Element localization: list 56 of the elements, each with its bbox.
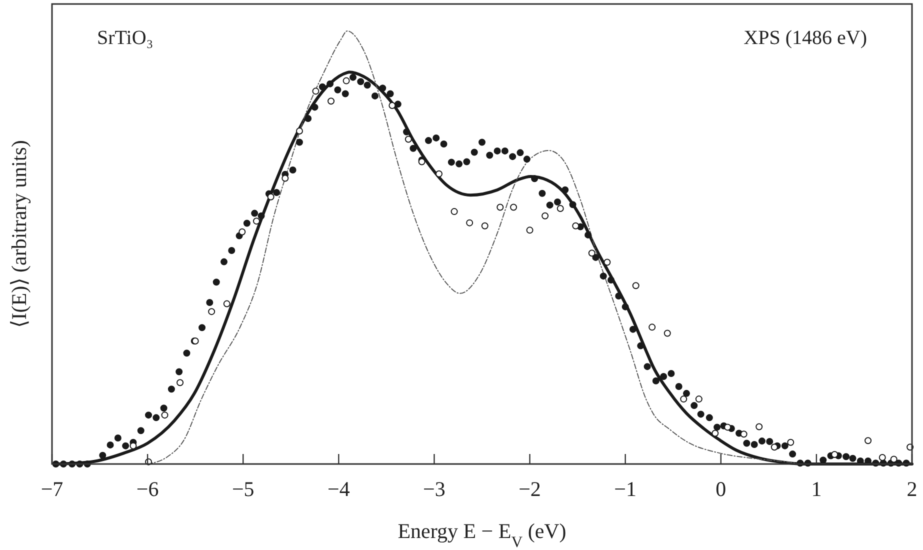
point <box>588 250 596 257</box>
point <box>695 396 702 403</box>
point <box>436 170 442 178</box>
point <box>481 222 488 230</box>
point <box>572 222 580 230</box>
point <box>296 128 303 135</box>
point <box>282 174 289 182</box>
point <box>342 77 350 84</box>
x-tick-label: −4 <box>327 477 350 501</box>
point <box>252 218 260 225</box>
x-tick-label: −5 <box>232 477 254 501</box>
point <box>740 430 748 438</box>
point <box>223 300 230 308</box>
point <box>878 454 886 462</box>
x-tick-label: −2 <box>518 477 541 501</box>
point <box>831 450 838 458</box>
point <box>890 456 898 463</box>
point <box>556 205 564 212</box>
point <box>648 324 656 331</box>
point <box>208 308 216 316</box>
x-tick-label: 2 <box>906 477 918 501</box>
annotation: XPS (1486 eV) <box>744 27 867 49</box>
point <box>161 412 168 419</box>
annotation: SrTiO₃ <box>97 27 154 49</box>
point <box>787 438 794 446</box>
x-axis-title: Energy E − E$_{V}$ (eV) <box>398 519 566 550</box>
x-tick-label: −1 <box>614 477 637 501</box>
point <box>328 98 335 105</box>
point <box>404 136 412 143</box>
point <box>466 219 474 226</box>
point <box>756 423 763 430</box>
point <box>267 193 274 200</box>
point <box>510 204 518 211</box>
point <box>496 204 504 211</box>
x-tick-label: −6 <box>136 477 159 501</box>
x-tick-label: −3 <box>423 477 446 501</box>
point <box>604 258 611 266</box>
point <box>542 212 549 220</box>
x-tick-label: −7 <box>40 477 64 501</box>
point <box>312 88 320 95</box>
point <box>712 430 719 437</box>
point <box>864 437 872 444</box>
point <box>176 379 184 386</box>
point <box>238 228 246 236</box>
point <box>526 226 534 234</box>
x-tick-label: 1 <box>811 477 822 501</box>
point <box>450 208 458 216</box>
y-axis-title: ⟨I(E)⟩ (arbitrary units) <box>7 140 31 328</box>
x-tick-label: 0 <box>716 477 726 501</box>
point <box>664 330 671 337</box>
point <box>130 442 137 450</box>
point <box>680 396 688 403</box>
point <box>724 424 732 431</box>
point <box>770 444 778 451</box>
point <box>632 282 640 290</box>
point <box>388 102 396 109</box>
